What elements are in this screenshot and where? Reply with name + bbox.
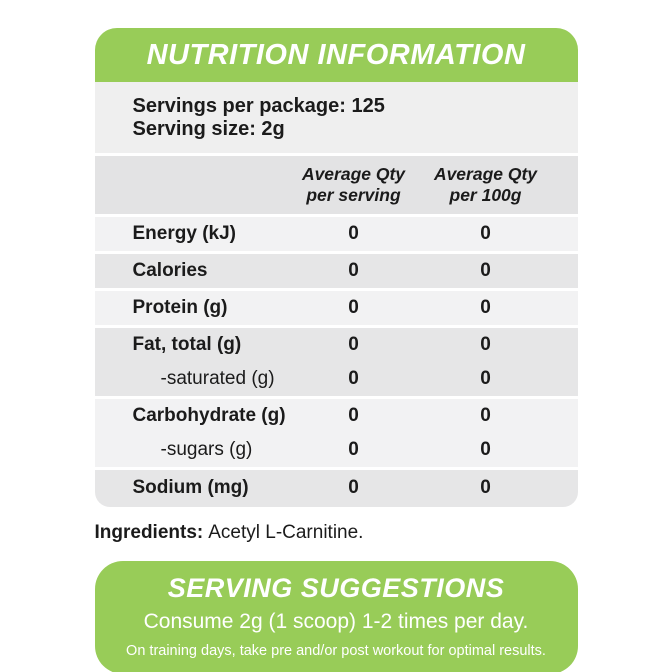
row-value-per-100g: 0 (480, 296, 491, 318)
serving-suggestions-box: SERVING SUGGESTIONS Consume 2g (1 scoop)… (94, 561, 578, 672)
table-row-protein: Protein (g) 0 0 (94, 290, 578, 325)
row-value-per-100g: 0 (480, 367, 491, 389)
nutrition-header-title: NUTRITION INFORMATION (146, 38, 526, 71)
row-label: Energy (kJ) (132, 222, 236, 244)
row-value-per-serving: 0 (348, 222, 359, 244)
servings-per-package: Servings per package: 125 (132, 95, 385, 117)
row-label: Protein (g) (132, 296, 228, 318)
row-value-per-100g: 0 (480, 477, 491, 499)
nutrition-header-bar: NUTRITION INFORMATION (94, 28, 578, 82)
table-row-carbohydrate: Carbohydrate (g) 0 0 (94, 398, 578, 433)
row-value-per-100g: 0 (480, 404, 491, 426)
serving-suggestions-note: On training days, take pre and/or post w… (126, 643, 546, 660)
servings-info: Servings per package: 125 Serving size: … (94, 82, 578, 154)
row-label: Calories (132, 259, 208, 281)
row-label: -saturated (g) (160, 367, 275, 389)
row-value-per-serving: 0 (348, 438, 359, 460)
row-value-per-serving: 0 (348, 367, 359, 389)
serving-size: Serving size: 2g (132, 118, 285, 141)
row-value-per-serving: 0 (348, 296, 359, 318)
serving-suggestions-dose: Consume 2g (1 scoop) 1-2 times per day. (143, 610, 529, 634)
column-header-per-100g: Average Qty per 100g (433, 164, 538, 206)
row-value-per-100g: 0 (480, 259, 491, 281)
nutrition-panel: NUTRITION INFORMATION Servings per packa… (94, 28, 578, 507)
column-header-per-serving: Average Qty per serving (301, 164, 406, 206)
row-label: Carbohydrate (g) (132, 404, 286, 426)
table-row-energy: Energy (kJ) 0 0 (94, 216, 578, 251)
ingredients-label: Ingredients: (94, 521, 204, 543)
table-row-calories: Calories 0 0 (94, 253, 578, 288)
table-header-spacer (133, 164, 288, 205)
ingredients-line: Ingredients: Acetyl L-Carnitine. (95, 522, 578, 545)
table-row-sugars: -sugars (g) 0 0 (94, 432, 578, 467)
ingredients-value: Acetyl L-Carnitine. (208, 521, 364, 543)
row-value-per-100g: 0 (480, 222, 491, 244)
row-value-per-serving: 0 (348, 333, 359, 355)
row-value-per-serving: 0 (348, 259, 359, 281)
serving-suggestions-title: SERVING SUGGESTIONS (167, 573, 505, 604)
table-header-row: Average Qty per serving Average Qty per … (94, 156, 578, 214)
row-value-per-100g: 0 (480, 333, 491, 355)
row-value-per-100g: 0 (480, 438, 491, 460)
table-row-sodium: Sodium (mg) 0 0 (94, 469, 578, 507)
row-label: Fat, total (g) (132, 333, 242, 355)
row-label: Sodium (mg) (132, 477, 249, 499)
row-value-per-serving: 0 (348, 477, 359, 499)
table-row-saturated: -saturated (g) 0 0 (94, 361, 578, 396)
table-row-fat-total: Fat, total (g) 0 0 (94, 327, 578, 362)
row-label: -sugars (g) (160, 438, 253, 460)
row-value-per-serving: 0 (348, 404, 359, 426)
